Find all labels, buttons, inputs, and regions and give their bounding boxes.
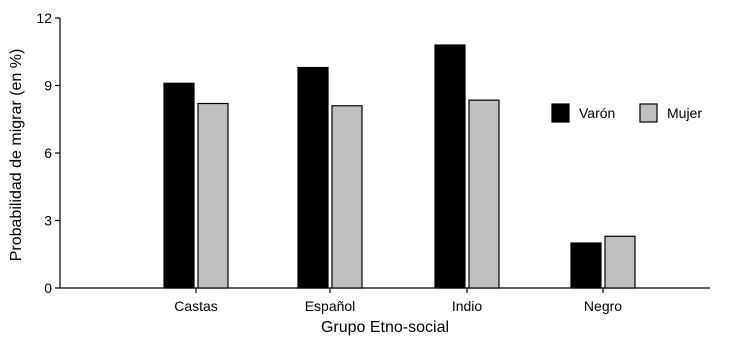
x-tick-label: Castas [174,298,218,314]
y-tick-label: 9 [44,78,52,94]
x-tick-label: Español [305,298,356,314]
y-tick-label: 6 [44,145,52,161]
y-tick-label: 0 [44,280,52,296]
y-axis: 0 3 6 9 12 [36,10,61,296]
x-axis: Castas Español Indio Negro [60,287,710,314]
bar-varon-3 [570,242,602,289]
legend-swatch-1 [639,103,658,123]
y-tick-label: 3 [44,213,52,229]
bar-varon-0 [163,82,195,289]
bar-varon-2 [434,44,466,289]
legend-label-0: Varón [579,105,615,121]
legend-label-1: Mujer [667,105,702,121]
x-axis-title: Grupo Etno-social [321,319,449,336]
y-tick-label: 12 [36,10,52,26]
bar-mujer-1 [331,105,363,289]
bar-mujer-2 [468,99,500,289]
bar-mujer-3 [604,235,636,289]
bars [163,44,636,289]
y-axis-title: Probabilidad de migrar (en %) [8,49,25,262]
x-tick-label: Negro [584,298,622,314]
legend: Varón Mujer [551,103,702,123]
bar-mujer-0 [197,102,229,289]
x-tick-label: Indio [452,298,483,314]
bar-varon-1 [297,66,329,289]
legend-swatch-0 [551,103,570,123]
